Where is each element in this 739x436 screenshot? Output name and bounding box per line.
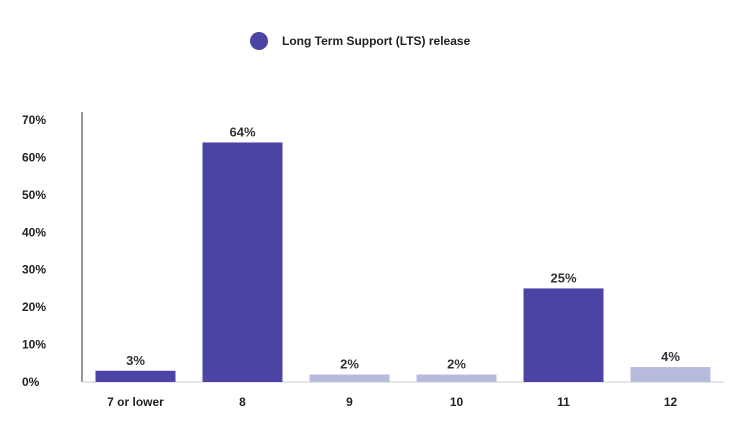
legend-label-lts: Long Term Support (LTS) release — [282, 34, 471, 48]
x-tick-label: 8 — [239, 395, 246, 409]
bar — [309, 374, 390, 382]
y-tick-label: 40% — [22, 225, 46, 239]
data-label: 2% — [447, 357, 466, 372]
x-tick-label: 7 or lower — [107, 395, 164, 409]
y-tick-label: 0% — [22, 375, 40, 389]
legend-swatch-lts — [250, 32, 268, 50]
bar — [416, 374, 497, 382]
bar — [523, 288, 604, 382]
x-tick-label: 10 — [450, 395, 464, 409]
x-tick-label: 12 — [664, 395, 678, 409]
y-tick-label: 50% — [22, 188, 46, 202]
data-label: 4% — [661, 349, 680, 364]
bar — [202, 142, 283, 382]
data-label: 64% — [229, 124, 255, 139]
data-label: 25% — [550, 270, 576, 285]
bar — [95, 370, 176, 382]
bar — [630, 367, 711, 382]
y-tick-label: 70% — [22, 113, 46, 127]
chart-legend: Long Term Support (LTS) release — [250, 32, 470, 50]
x-tick-label: 11 — [557, 395, 570, 409]
y-tick-label: 20% — [22, 300, 46, 314]
y-tick-label: 30% — [22, 263, 46, 277]
data-label: 3% — [126, 353, 145, 368]
y-tick-label: 10% — [22, 338, 46, 352]
y-tick-label: 60% — [22, 150, 46, 164]
x-tick-label: 9 — [346, 395, 353, 409]
data-label: 2% — [340, 357, 359, 372]
